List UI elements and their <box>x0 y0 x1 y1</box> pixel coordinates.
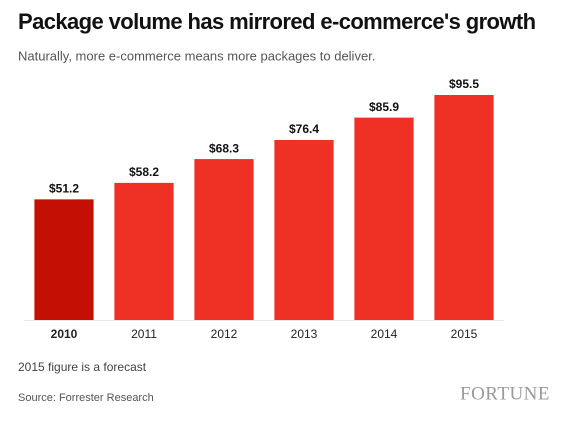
bar <box>354 117 414 320</box>
value-label: $76.4 <box>289 122 319 136</box>
x-tick-label: 2013 <box>291 327 318 341</box>
value-label: $85.9 <box>369 100 399 114</box>
value-label: $95.5 <box>449 77 479 91</box>
chart-subtitle: Naturally, more e-commerce means more pa… <box>18 48 375 63</box>
brand-logo: FORTUNE <box>460 383 550 404</box>
x-tick-label: 2014 <box>371 327 398 341</box>
bar <box>114 182 174 320</box>
chart-title: Package volume has mirrored e-commerce's… <box>18 9 536 34</box>
source: Source: Forrester Research <box>18 392 154 404</box>
bar <box>194 159 254 320</box>
value-label: $68.3 <box>209 141 239 155</box>
bar <box>34 199 94 320</box>
note: 2015 figure is a forecast <box>18 360 147 374</box>
bar <box>434 95 494 320</box>
x-tick-label: 2012 <box>211 327 238 341</box>
x-tick-label: 2015 <box>451 327 478 341</box>
x-tick-label: 2011 <box>131 327 157 341</box>
value-label: $51.2 <box>49 182 79 196</box>
bar <box>274 140 334 320</box>
value-label: $58.2 <box>129 165 159 179</box>
x-tick-label: 2010 <box>51 327 78 341</box>
